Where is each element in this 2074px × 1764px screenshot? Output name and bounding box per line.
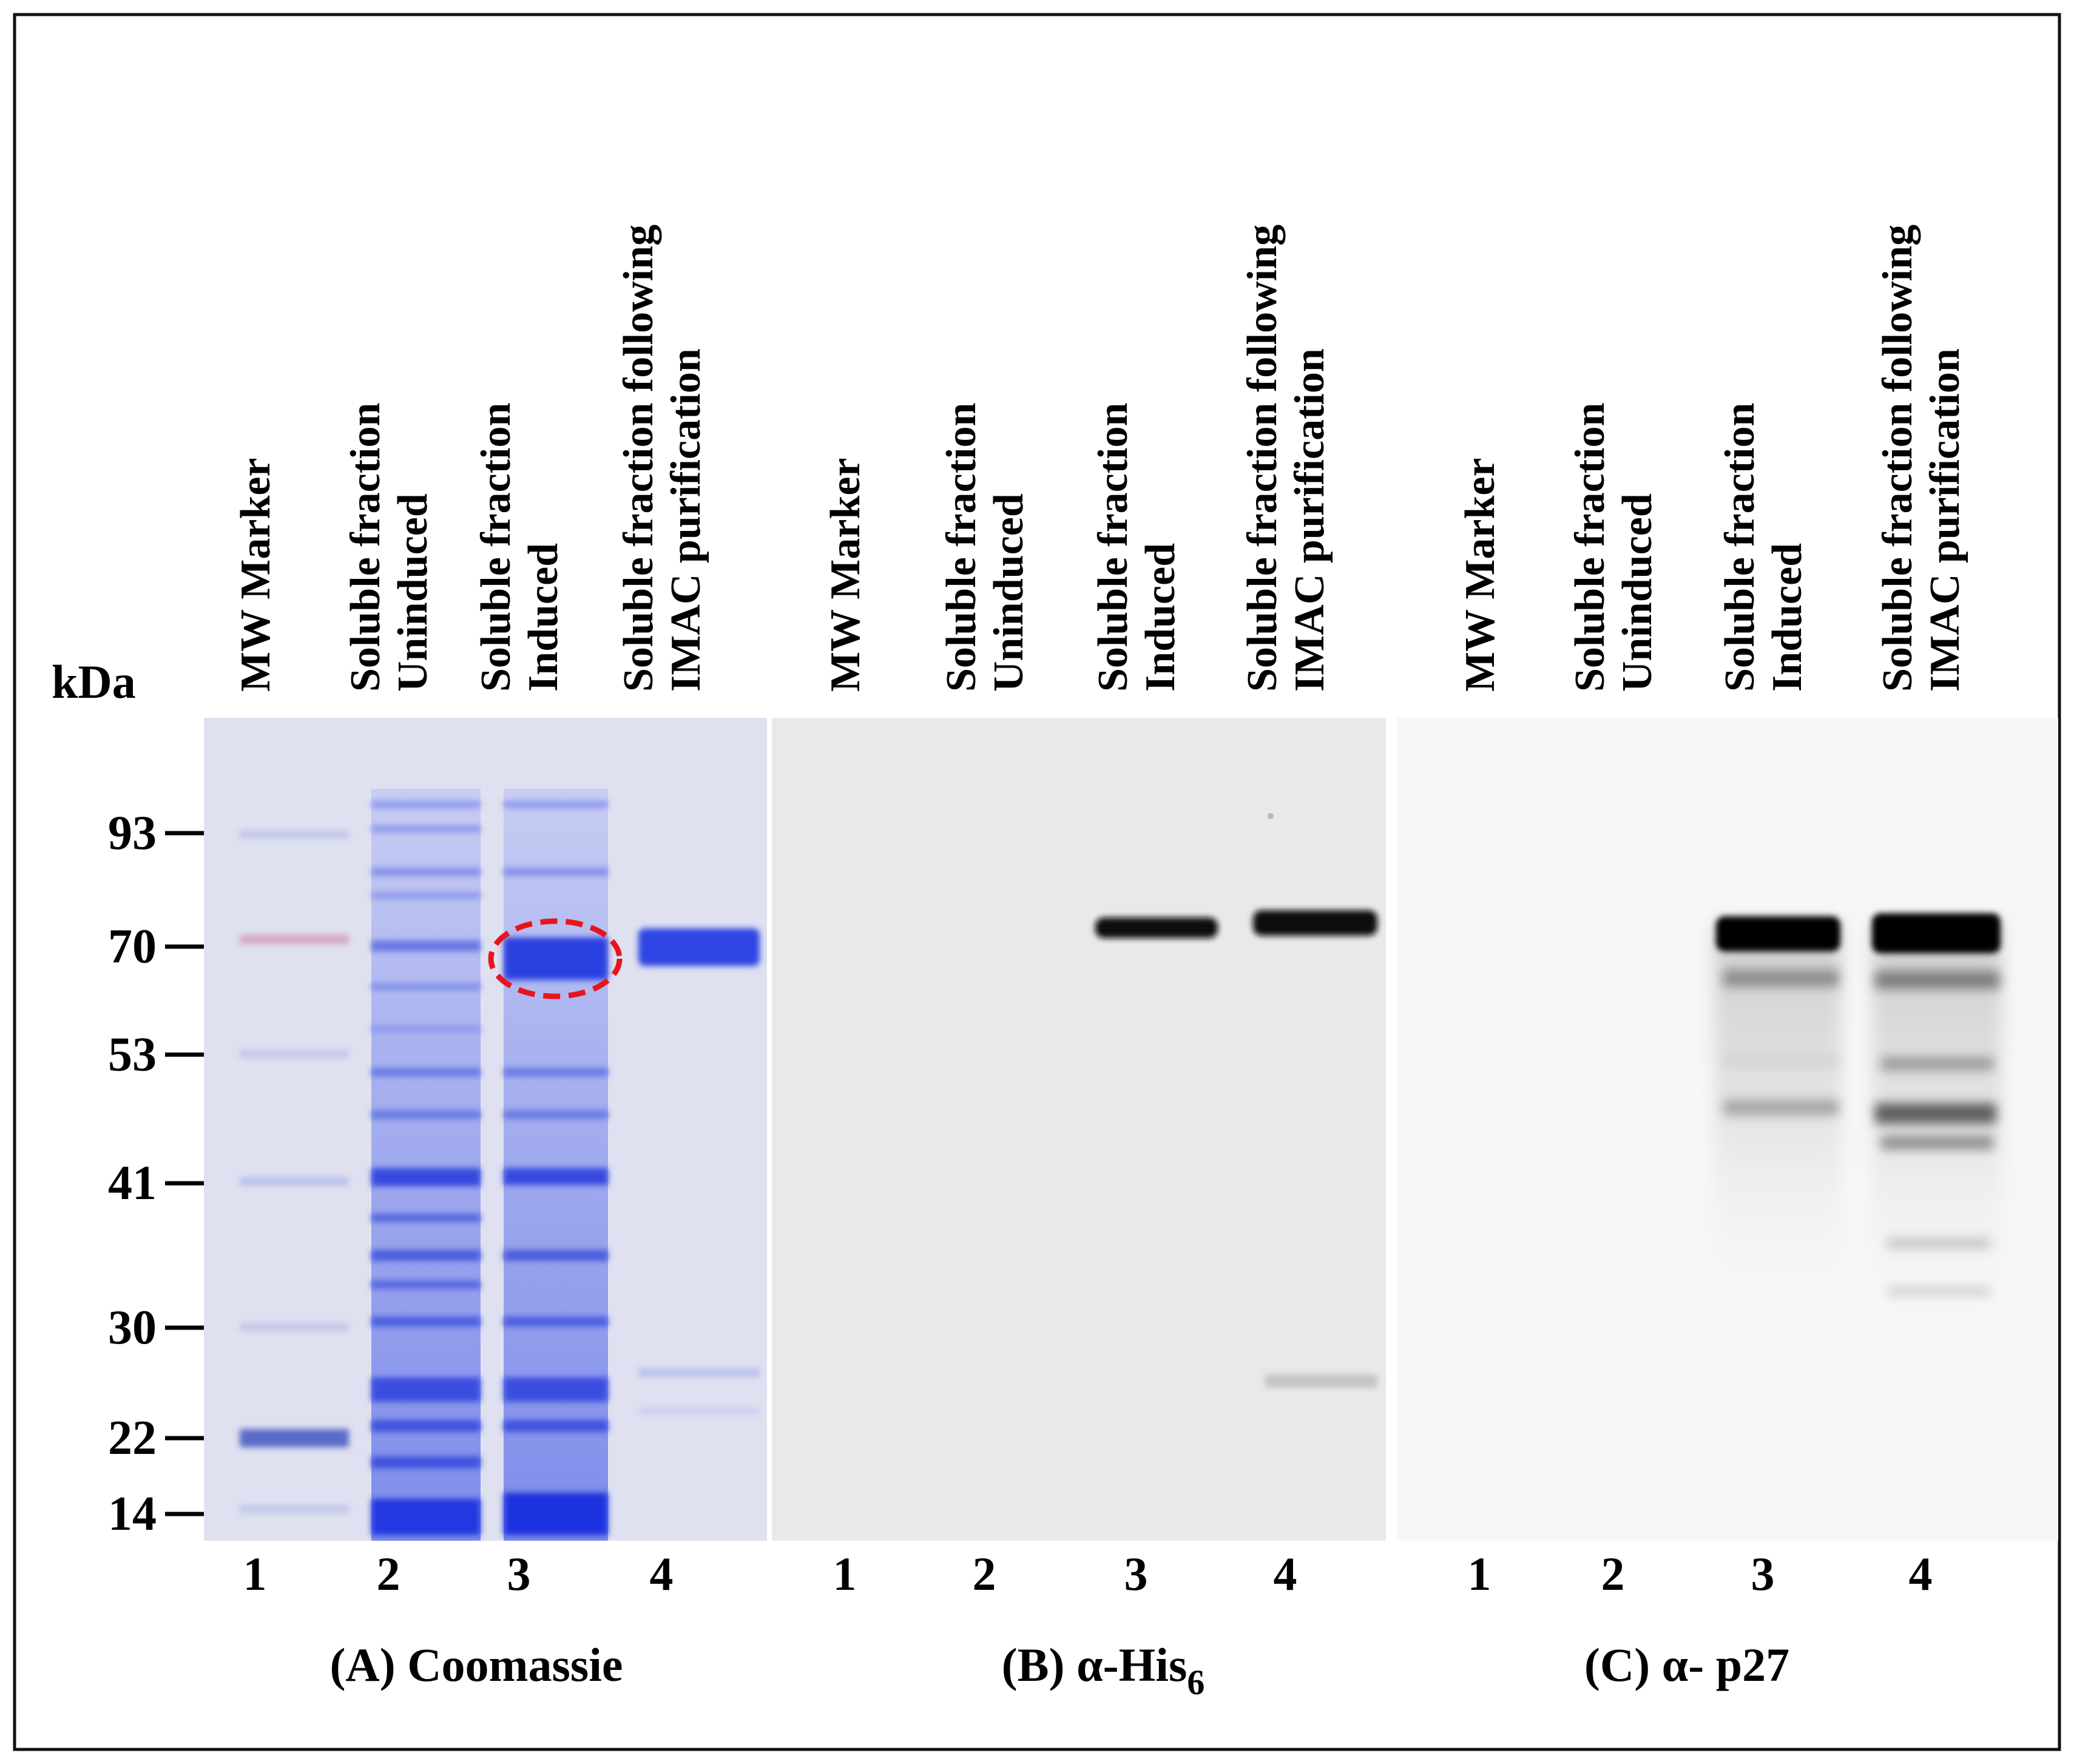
lane-header-label: Soluble fraction [1567,403,1613,692]
lane-header-label: Uninduced [390,493,436,692]
mw-tick-label: 22 [108,1411,157,1465]
lane-header-label: Induced [1137,543,1184,692]
mw-axis: 93 70 53 41 30 22 14 [108,806,204,1541]
mw-tick-label: 41 [108,1157,157,1210]
lane-header-label: Induced [1764,543,1811,692]
mw-tick-label: 70 [108,920,157,973]
lane-number: 2 [1601,1547,1625,1600]
lane-number: 1 [243,1547,267,1600]
caption-his6-main: (B) α-His [1002,1638,1187,1691]
lane-number: 3 [1751,1547,1775,1600]
lane-number: 4 [650,1547,674,1600]
lane-header-label: Soluble fraction [938,403,985,692]
lane-number: 4 [1274,1547,1297,1600]
caption-coomassie: (A) Coomassie [329,1638,623,1691]
mw-tick-label: 30 [108,1301,157,1354]
caption-p27: (C) α- p27 [1584,1638,1789,1691]
lane-1-marker-bands [240,830,349,1513]
lane-header-label: Induced [520,543,567,692]
lane-header-label: Soluble fraction following [1874,225,1921,692]
coomassie-gel [204,718,767,1541]
lane-header-label: MW Marker [1457,458,1504,692]
kda-label: kDa [52,655,136,708]
p27-blot [1397,718,2058,1541]
his6-blot [772,718,1386,1541]
highlight-circle [488,918,623,999]
mw-tick-label: 53 [108,1028,157,1081]
lane-header-label: Soluble fraction [1090,403,1137,692]
lane-header-label: IMAC purification [1922,348,1968,692]
lane-header-label: Soluble fraction [473,403,519,692]
lane-header-label: Soluble fraction [342,403,389,692]
mw-tick-label: 93 [108,806,157,860]
his6-lane-4-band [1253,910,1377,936]
his6-lane-4-faint-band [1265,1374,1377,1388]
caption-his6: (B) α-His6 [1002,1638,1205,1702]
his6-lane-3-band [1095,917,1218,938]
lane-number: 1 [833,1547,857,1600]
lane-header-label: Soluble fraction following [615,225,662,692]
lane-header-label: Uninduced [1614,493,1661,692]
lane-header-label: Soluble fraction [1717,403,1763,692]
lane-number: 4 [1909,1547,1933,1600]
lane-number: 3 [507,1547,531,1600]
lane-3-bands [504,789,608,1541]
lane-header-label: MW Marker [232,458,279,692]
lane-headers: MW Marker Soluble fraction Uninduced Solubl… [232,225,1968,692]
caption-his6-sub: 6 [1187,1663,1204,1702]
lane-number: 3 [1124,1547,1148,1600]
lane-number: 1 [1468,1547,1491,1600]
p27-lane-4-band [1872,913,2001,953]
lane-header-label: IMAC purification [1286,348,1333,692]
lane-number: 2 [973,1547,996,1600]
lane-header-label: Soluble fraction following [1239,225,1286,692]
lane-header-label: IMAC purification [663,348,709,692]
p27-lane-3-band [1716,916,1840,951]
mw-tick-label: 14 [108,1487,157,1541]
lane-numbers: 1 2 3 4 1 2 3 4 1 2 3 4 [243,1547,1933,1600]
lane-2-bands [371,789,481,1541]
lane-number: 2 [377,1547,400,1600]
lane-4-bands [638,928,760,1414]
lane-header-label: Uninduced [985,493,1032,692]
lane-header-label: MW Marker [822,458,869,692]
